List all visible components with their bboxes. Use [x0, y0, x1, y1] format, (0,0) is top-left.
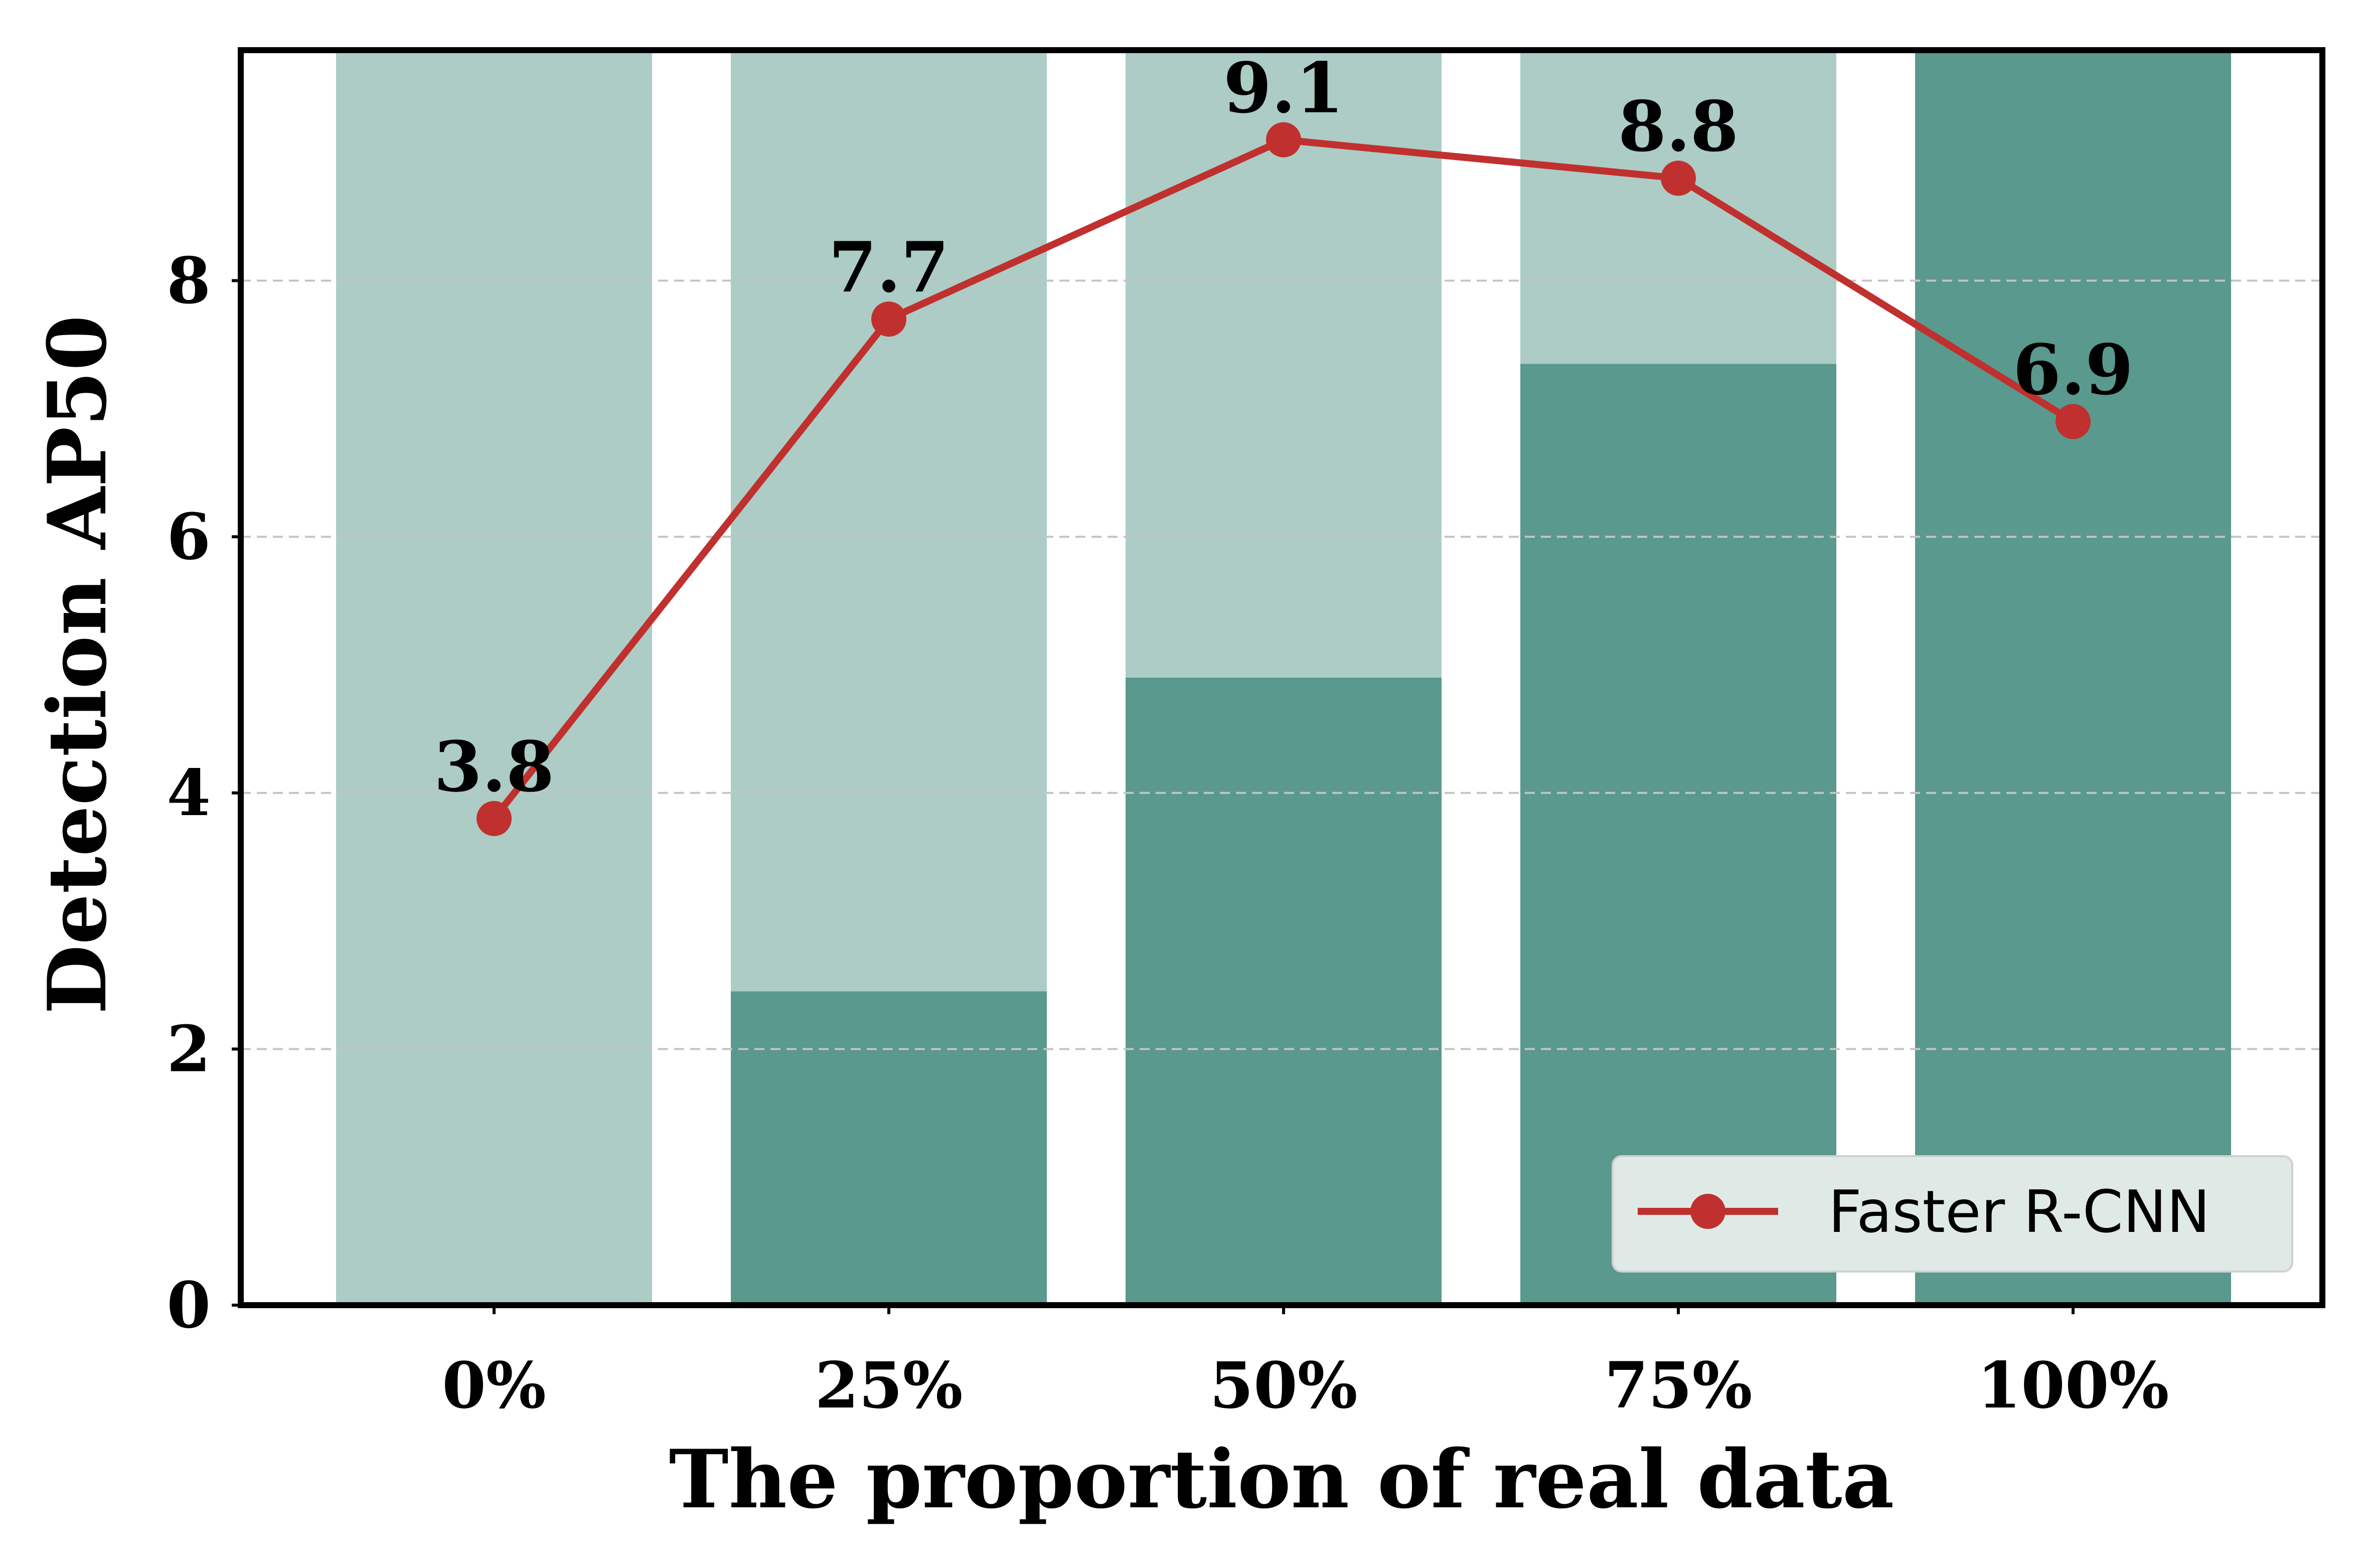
gridlines — [241, 279, 2322, 1050]
real-data-bar — [731, 991, 1047, 1305]
x-tick-label: 50% — [1209, 1348, 1357, 1423]
legend-box — [1612, 1155, 2293, 1273]
x-axis-ticks: 0% 25% 50% 75% 100% — [442, 1305, 2169, 1423]
x-axis-title: The proportion of real data — [669, 1432, 1895, 1526]
x-tick-label: 25% — [815, 1348, 963, 1423]
data-label: 9.1 — [1223, 47, 1344, 129]
data-label: 6.9 — [2013, 329, 2133, 410]
y-tick-label: 6 — [167, 500, 211, 574]
faster-rcnn-point — [477, 801, 512, 836]
data-label: 3.8 — [434, 726, 554, 808]
y-axis-ticks: 0 2 4 6 8 — [167, 244, 241, 1342]
background-bar — [336, 50, 652, 1305]
faster-rcnn-point — [2056, 404, 2091, 439]
legend-label-faster-rcnn: Faster R-CNN — [1828, 1178, 2210, 1246]
legend-marker-swatch — [1690, 1194, 1725, 1229]
real-data-bar — [1520, 364, 1836, 1305]
y-tick-label: 2 — [167, 1012, 211, 1086]
x-tick-label: 75% — [1604, 1348, 1752, 1423]
y-tick-label: 8 — [167, 244, 211, 318]
data-labels: 3.8 7.7 9.1 8.8 6.9 — [434, 47, 2133, 808]
faster-rcnn-point — [1661, 161, 1696, 196]
faster-rcnn-point — [1266, 122, 1301, 158]
data-label: 8.8 — [1618, 85, 1739, 167]
y-tick-label: 4 — [167, 756, 211, 830]
y-axis-title: Detection AP50 — [30, 315, 124, 1014]
y-tick-label: 0 — [167, 1268, 211, 1342]
real-data-bar — [1126, 678, 1442, 1305]
plot-frame — [238, 47, 2325, 1308]
x-tick-label: 0% — [442, 1348, 546, 1423]
real-data-bar — [1915, 50, 2231, 1305]
x-tick-label: 100% — [1977, 1348, 2169, 1423]
faster-rcnn-series — [477, 122, 2091, 836]
real-data-bars — [731, 50, 2231, 1305]
legend: Faster R-CNN — [1612, 1155, 2293, 1273]
faster-rcnn-point — [871, 301, 906, 337]
data-label: 7.7 — [829, 226, 949, 308]
